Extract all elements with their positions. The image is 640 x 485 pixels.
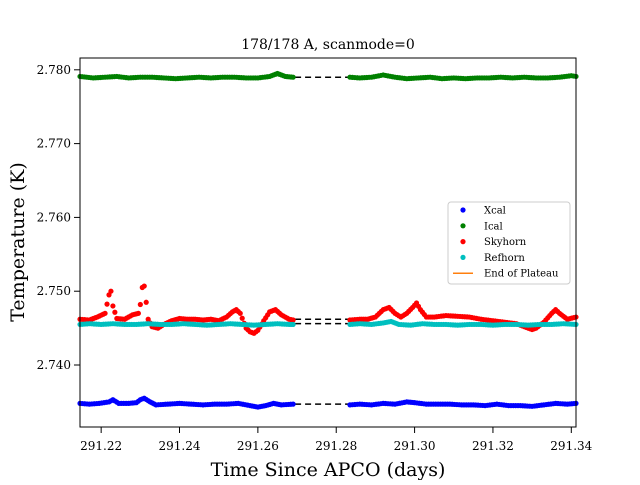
series-skyhorn bbox=[77, 283, 579, 336]
series-refhorn bbox=[77, 318, 579, 328]
plot-frame bbox=[79, 57, 577, 428]
x-tick-label: 291.30 bbox=[394, 439, 436, 453]
y-tick-label: 2.780 bbox=[37, 63, 71, 77]
data-point bbox=[237, 310, 243, 316]
x-axis-label: Time Since APCO (days) bbox=[211, 459, 446, 480]
legend-label: Refhorn bbox=[484, 253, 525, 264]
data-point bbox=[141, 283, 147, 289]
x-tick-label: 291.22 bbox=[80, 439, 122, 453]
y-axis-label: Temperature (K) bbox=[7, 162, 29, 322]
data-point bbox=[104, 301, 110, 307]
series-xcal bbox=[77, 395, 579, 410]
data-point bbox=[239, 315, 245, 321]
legend-label: Xcal bbox=[484, 206, 506, 217]
x-axis: 291.22 291.24 291.26 291.28 291.30 291.32 291.… bbox=[80, 427, 593, 453]
x-tick-label: 291.24 bbox=[159, 439, 201, 453]
y-tick-label: 2.770 bbox=[37, 137, 71, 151]
series-ical bbox=[77, 70, 579, 82]
legend-point-marker bbox=[460, 254, 466, 260]
legend-point-marker bbox=[460, 239, 466, 245]
data-point bbox=[137, 301, 143, 308]
data-point bbox=[102, 310, 108, 316]
legend-point-marker bbox=[460, 223, 466, 229]
data-point bbox=[290, 74, 296, 80]
y-tick-label: 2.750 bbox=[37, 284, 71, 298]
x-tick-label: 291.26 bbox=[237, 439, 279, 453]
y-tick-label: 2.740 bbox=[37, 358, 71, 372]
data-point bbox=[108, 288, 114, 294]
chart-title: 178/178 A, scanmode=0 bbox=[241, 37, 415, 53]
x-tick-label: 291.34 bbox=[550, 439, 592, 453]
x-tick-label: 291.28 bbox=[315, 439, 357, 453]
plot-marks bbox=[77, 70, 579, 410]
legend-box bbox=[447, 201, 571, 285]
legend: Xcal Ical Skyhorn Refhorn End of Plateau bbox=[447, 201, 571, 285]
data-point bbox=[290, 321, 296, 328]
data-point bbox=[290, 401, 296, 407]
y-axis: 2.740 2.750 2.760 2.770 2.780 bbox=[37, 63, 80, 372]
legend-point-marker bbox=[460, 207, 466, 213]
legend-label: Ical bbox=[484, 221, 503, 232]
data-point bbox=[110, 303, 116, 309]
data-point bbox=[290, 317, 296, 323]
x-tick-label: 291.32 bbox=[472, 439, 514, 453]
legend-items: Xcal Ical Skyhorn Refhorn End of Plateau bbox=[453, 206, 559, 280]
data-point bbox=[112, 309, 118, 315]
data-point bbox=[135, 310, 141, 316]
legend-label: End of Plateau bbox=[484, 269, 559, 280]
y-tick-label: 2.760 bbox=[37, 210, 71, 224]
data-point bbox=[143, 299, 149, 305]
legend-label: Skyhorn bbox=[484, 237, 527, 248]
